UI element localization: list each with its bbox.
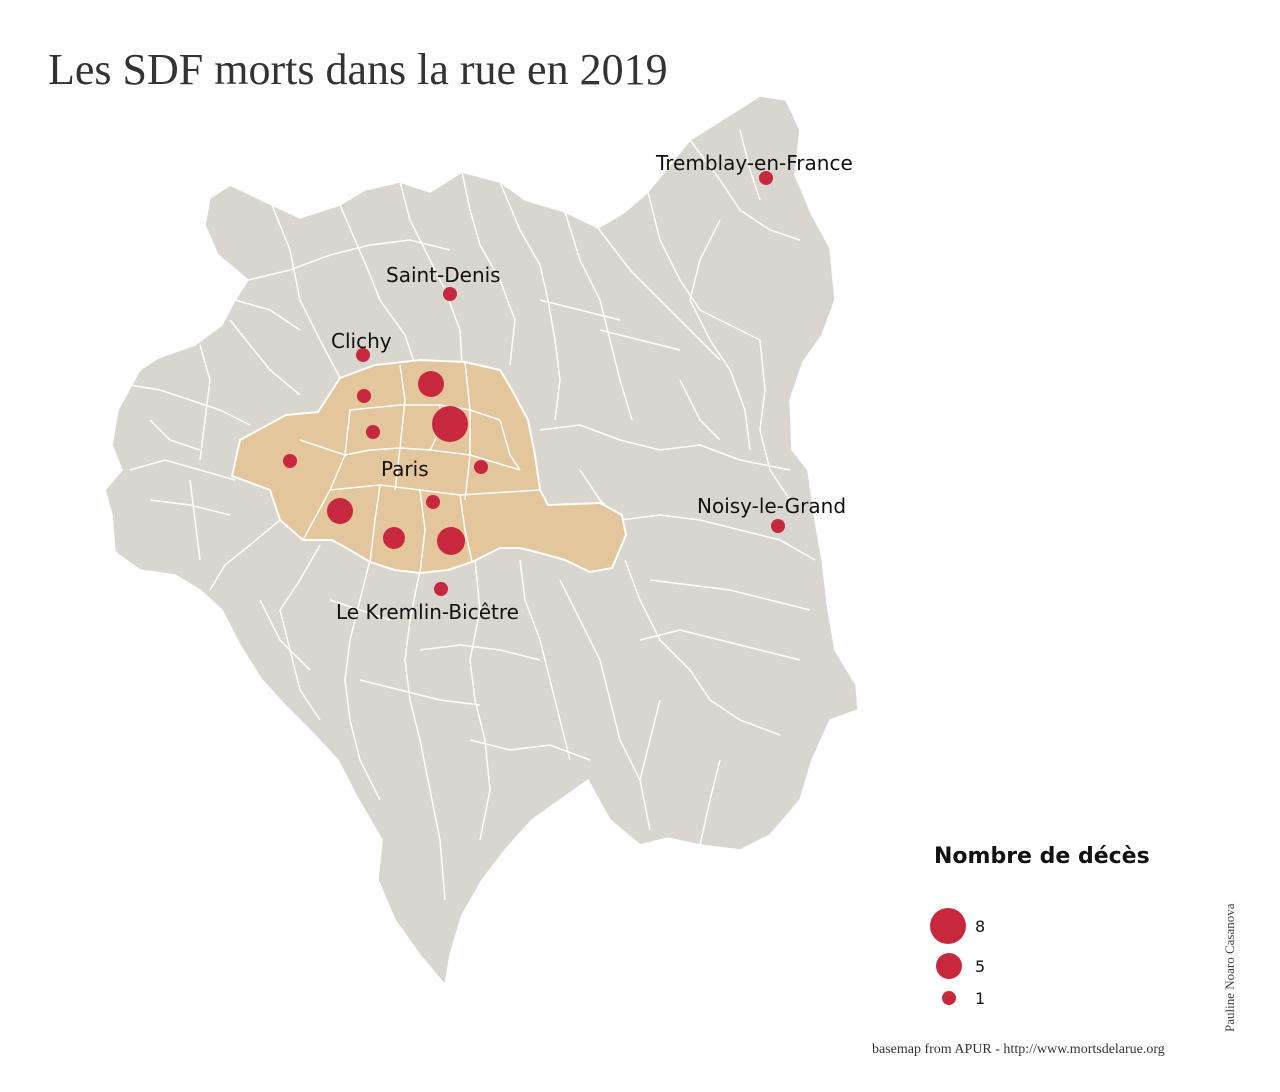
label-noisy: Noisy-le-Grand <box>697 494 846 518</box>
death-markers <box>283 171 785 596</box>
label-saint-denis: Saint-Denis <box>386 263 501 287</box>
marker-clichy <box>356 348 370 362</box>
label-kremlin: Le Kremlin-Bicêtre <box>336 600 519 624</box>
marker-kremlin <box>434 582 448 596</box>
marker-noisy <box>771 519 785 533</box>
marker-paris-10 <box>432 406 468 442</box>
legend-circle-8 <box>930 908 966 944</box>
marker-paris-16 <box>283 454 297 468</box>
legend-circle-1 <box>942 991 956 1005</box>
marker-paris-15 <box>327 498 353 524</box>
legend-title: Nombre de décès <box>934 844 1150 869</box>
marker-paris-14 <box>383 527 405 549</box>
marker-paris-17 <box>357 389 371 403</box>
marker-paris-13 <box>437 527 465 555</box>
marker-paris-18 <box>418 371 444 397</box>
author-credit: Pauline Noaro Casanova <box>1222 903 1237 1032</box>
label-tremblay: Tremblay-en-France <box>655 151 853 175</box>
marker-saint-denis <box>443 287 457 301</box>
commune-boundaries <box>129 129 816 901</box>
marker-paris-8 <box>366 425 380 439</box>
marker-paris-11 <box>474 460 488 474</box>
legend-value-5: 5 <box>975 957 985 976</box>
map-title: Les SDF morts dans la rue en 2019 <box>48 45 668 94</box>
label-clichy: Clichy <box>331 329 392 353</box>
marker-tremblay <box>759 171 773 185</box>
marker-paris-5 <box>426 495 440 509</box>
legend-value-1: 1 <box>975 989 985 1008</box>
legend: 8 5 1 <box>930 908 985 1008</box>
label-paris: Paris <box>381 457 429 481</box>
arrondissement-boundaries <box>299 361 541 574</box>
legend-circle-5 <box>936 953 962 979</box>
legend-value-8: 8 <box>975 917 985 936</box>
source-credit: basemap from APUR - http://www.mortsdela… <box>872 1042 1165 1057</box>
